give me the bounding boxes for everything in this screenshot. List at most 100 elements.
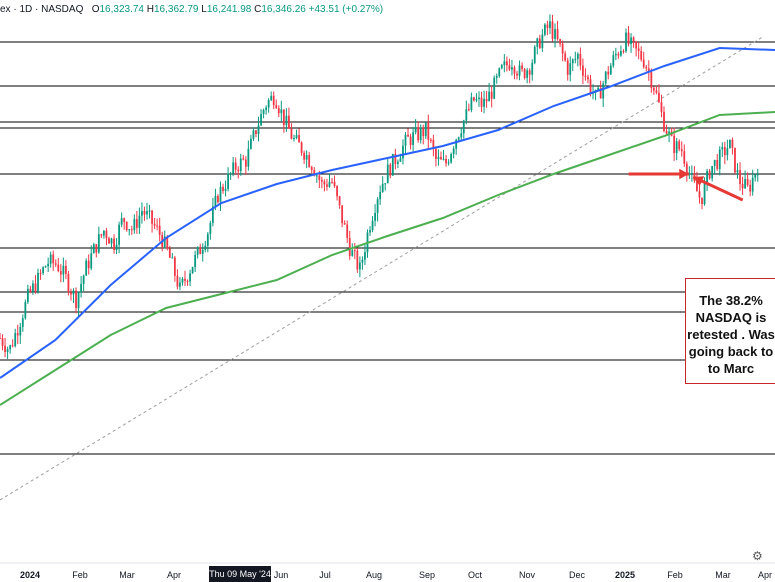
candle-body	[485, 98, 488, 102]
candle-body	[650, 72, 653, 88]
candle-body	[604, 71, 607, 84]
candle-body	[52, 254, 55, 264]
candle-body	[57, 264, 60, 272]
candle-body	[280, 109, 283, 114]
candle-body	[635, 41, 638, 49]
candle-body	[571, 59, 574, 64]
candle-body	[181, 278, 184, 283]
candle-body	[386, 164, 389, 184]
candle-body	[612, 55, 615, 66]
candle-body	[92, 244, 95, 254]
candle-body	[194, 254, 197, 268]
trendline	[0, 35, 765, 501]
gear-icon[interactable]: ⚙	[752, 549, 763, 563]
candle-body	[37, 272, 39, 292]
candle-body	[39, 272, 42, 274]
candle-body	[257, 125, 260, 135]
candle-body	[566, 60, 569, 75]
candle-body	[49, 254, 52, 264]
candle-body	[295, 134, 298, 139]
open-value: 16,323.74	[99, 4, 144, 15]
candle-body	[232, 162, 235, 174]
candle-body	[252, 130, 255, 139]
candle-body	[308, 155, 311, 168]
candle-body	[609, 65, 612, 75]
annotation-arrowhead-0	[679, 168, 689, 180]
candle-body	[262, 110, 265, 114]
candle-body	[371, 220, 374, 231]
candle-body	[419, 127, 422, 141]
candle-body	[72, 290, 75, 295]
x-tick-label: Jul	[319, 570, 331, 580]
annotation-callout[interactable]: The 38.2% NASDAQ is retested . Was going…	[685, 278, 775, 384]
candle-body	[637, 48, 640, 52]
symbol-name[interactable]: ex · 1D · NASDAQ	[0, 4, 84, 15]
candle-body	[374, 212, 376, 221]
candle-body	[110, 238, 113, 244]
candle-body	[602, 83, 605, 99]
high-label: H	[146, 4, 154, 15]
candle-body	[275, 105, 278, 109]
x-tick-label: Aug	[365, 570, 383, 580]
candle-body	[708, 170, 711, 179]
candle-body	[0, 338, 1, 339]
candle-body	[493, 77, 496, 99]
candle-body	[168, 248, 171, 258]
candle-body	[396, 161, 399, 164]
candle-body	[214, 195, 217, 207]
candle-body	[247, 148, 250, 167]
candle-body	[90, 253, 93, 269]
candle-body	[19, 326, 22, 336]
candle-body	[751, 177, 754, 192]
candle-body	[703, 182, 706, 205]
candle-body	[351, 250, 354, 257]
candle-body	[201, 249, 204, 254]
candle-body	[589, 79, 592, 93]
candle-body	[70, 292, 72, 295]
candle-body	[331, 181, 333, 183]
candle-body	[338, 196, 341, 206]
candle-body	[437, 156, 440, 159]
candle-body	[538, 38, 541, 49]
candle-body	[652, 87, 655, 91]
low-value: 16,241.98	[206, 4, 252, 15]
candle-body	[133, 219, 136, 231]
candle-body	[574, 58, 577, 60]
candle-body	[475, 99, 478, 101]
candle-body	[632, 37, 635, 42]
candle-body	[675, 141, 678, 154]
candle-body	[123, 218, 126, 222]
candle-body	[511, 67, 513, 70]
candle-body	[62, 265, 65, 275]
candle-body	[713, 159, 716, 166]
candle-body	[445, 158, 447, 164]
candle-body	[328, 181, 331, 187]
candle-body	[642, 59, 645, 67]
moving-average-blue	[0, 46, 775, 379]
candle-body	[24, 301, 27, 319]
candle-body	[196, 247, 199, 255]
candle-body	[224, 188, 227, 191]
close-value: 16,346.26	[261, 4, 306, 15]
candle-body	[587, 76, 589, 80]
candle-body	[353, 250, 356, 252]
candle-body	[432, 139, 435, 149]
candle-body	[551, 21, 554, 39]
candle-body	[728, 139, 731, 149]
candle-body	[404, 134, 407, 146]
candle-body	[678, 141, 681, 150]
x-tick-label: Feb	[72, 570, 88, 580]
candle-body	[473, 97, 475, 101]
candle-body	[734, 147, 736, 173]
candle-body	[467, 109, 470, 111]
candle-body	[736, 170, 739, 173]
candle-body	[521, 65, 523, 70]
symbol-legend: ex · 1D · NASDAQ O16,323.74 H16,362.79 L…	[0, 4, 383, 15]
candle-body	[156, 225, 159, 227]
x-tick-label: Dec	[568, 570, 586, 580]
candle-body	[141, 211, 143, 216]
candle-body	[394, 153, 397, 164]
candle-body	[536, 38, 539, 47]
candle-body	[756, 174, 759, 176]
